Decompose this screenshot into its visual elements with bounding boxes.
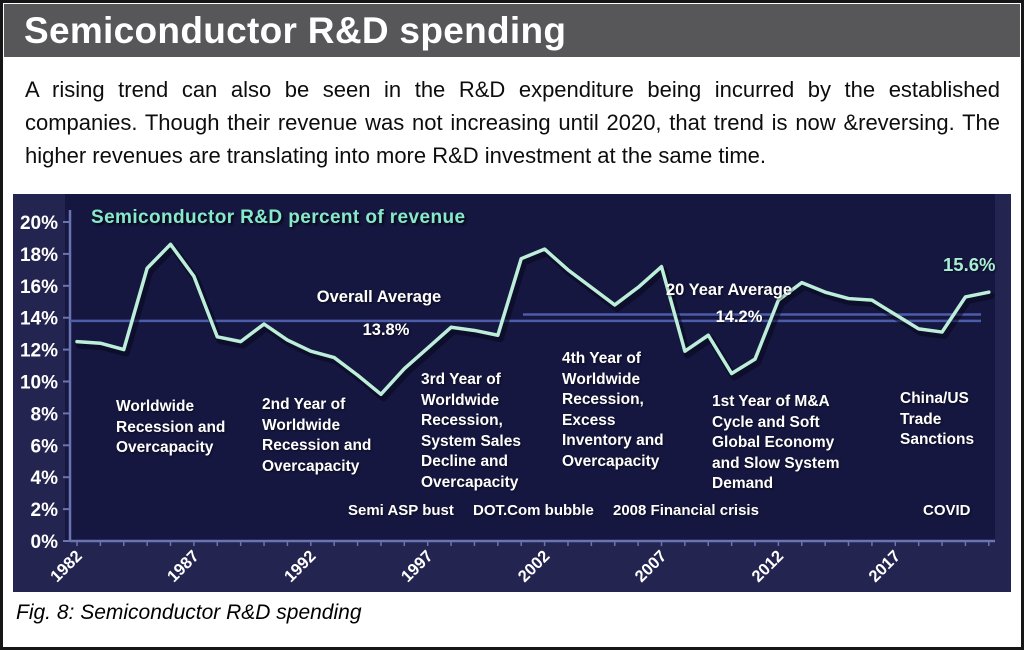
event-label: 2008 Financial crisis bbox=[613, 502, 759, 519]
chart-title: Semiconductor R&D percent of revenue bbox=[91, 207, 466, 228]
chart-annotation: China/US Trade Sanctions bbox=[900, 390, 975, 448]
y-tick-label: 16% bbox=[20, 277, 58, 298]
chart-annotation: 1st Year of M&A Cycle and Soft Global Ec… bbox=[712, 393, 840, 492]
avg-line-value: 13.8% bbox=[362, 321, 410, 339]
y-tick-label: 12% bbox=[20, 341, 58, 362]
page-title: Semiconductor R&D spending bbox=[24, 9, 567, 51]
x-tick-label: 2017 bbox=[865, 547, 904, 586]
y-tick-label: 20% bbox=[20, 213, 58, 234]
y-tick-label: 18% bbox=[20, 245, 58, 266]
x-tick-label: 2007 bbox=[632, 547, 671, 586]
x-tick-label: 1987 bbox=[164, 547, 203, 586]
avg-line-label: 20 Year Average bbox=[666, 281, 792, 299]
event-label: Semi ASP bust bbox=[348, 502, 454, 519]
chart-canvas: 0%2%4%6%8%10%12%14%16%18%20%1982 1987 1992… bbox=[20, 194, 995, 586]
y-tick-label: 2% bbox=[31, 500, 59, 521]
event-label: DOT.Com bubble bbox=[473, 502, 594, 519]
plot-area bbox=[65, 194, 995, 541]
avg-line-value: 14.2% bbox=[715, 308, 763, 326]
chart: 0% 2% 4% 6% 8% 10% 12% 14% 16% 18% 20% 1982 1987 1992… bbox=[13, 194, 1011, 592]
chart-annotation: Worldwide Recession and Overcapacity bbox=[116, 398, 226, 456]
intro-paragraph: A rising trend can also be seen in the R… bbox=[25, 77, 1000, 168]
event-label: COVID bbox=[923, 502, 971, 519]
y-tick-label: 4% bbox=[31, 468, 59, 489]
x-tick-label: 2002 bbox=[515, 547, 554, 586]
header-bar: Semiconductor R&D spending bbox=[4, 4, 1020, 57]
series-line-shadow bbox=[76, 244, 995, 402]
y-tick-label: 6% bbox=[31, 436, 59, 457]
chart-annotation: 4th Year of Worldwide Recession, Excess … bbox=[562, 350, 664, 470]
x-tick-label: 1992 bbox=[281, 547, 320, 586]
x-tick-label: 2012 bbox=[749, 547, 788, 586]
x-tick-label: 1997 bbox=[398, 547, 437, 586]
y-tick-label: 8% bbox=[31, 404, 59, 425]
y-tick-label: 0% bbox=[31, 532, 59, 553]
series-end-label: 15.6% bbox=[943, 254, 996, 275]
avg-line-label: Overall Average bbox=[316, 288, 442, 306]
figure-caption: Fig. 8: Semiconductor R&D spending bbox=[16, 601, 362, 624]
y-tick-label: 10% bbox=[20, 373, 58, 394]
chart-annotation: 2nd Year of Worldwide Recession and Over… bbox=[262, 396, 372, 475]
series-line bbox=[75, 242, 991, 397]
y-tick-label: 14% bbox=[20, 309, 58, 330]
chart-annotation: 3rd Year of Worldwide Recession, System … bbox=[421, 371, 521, 491]
